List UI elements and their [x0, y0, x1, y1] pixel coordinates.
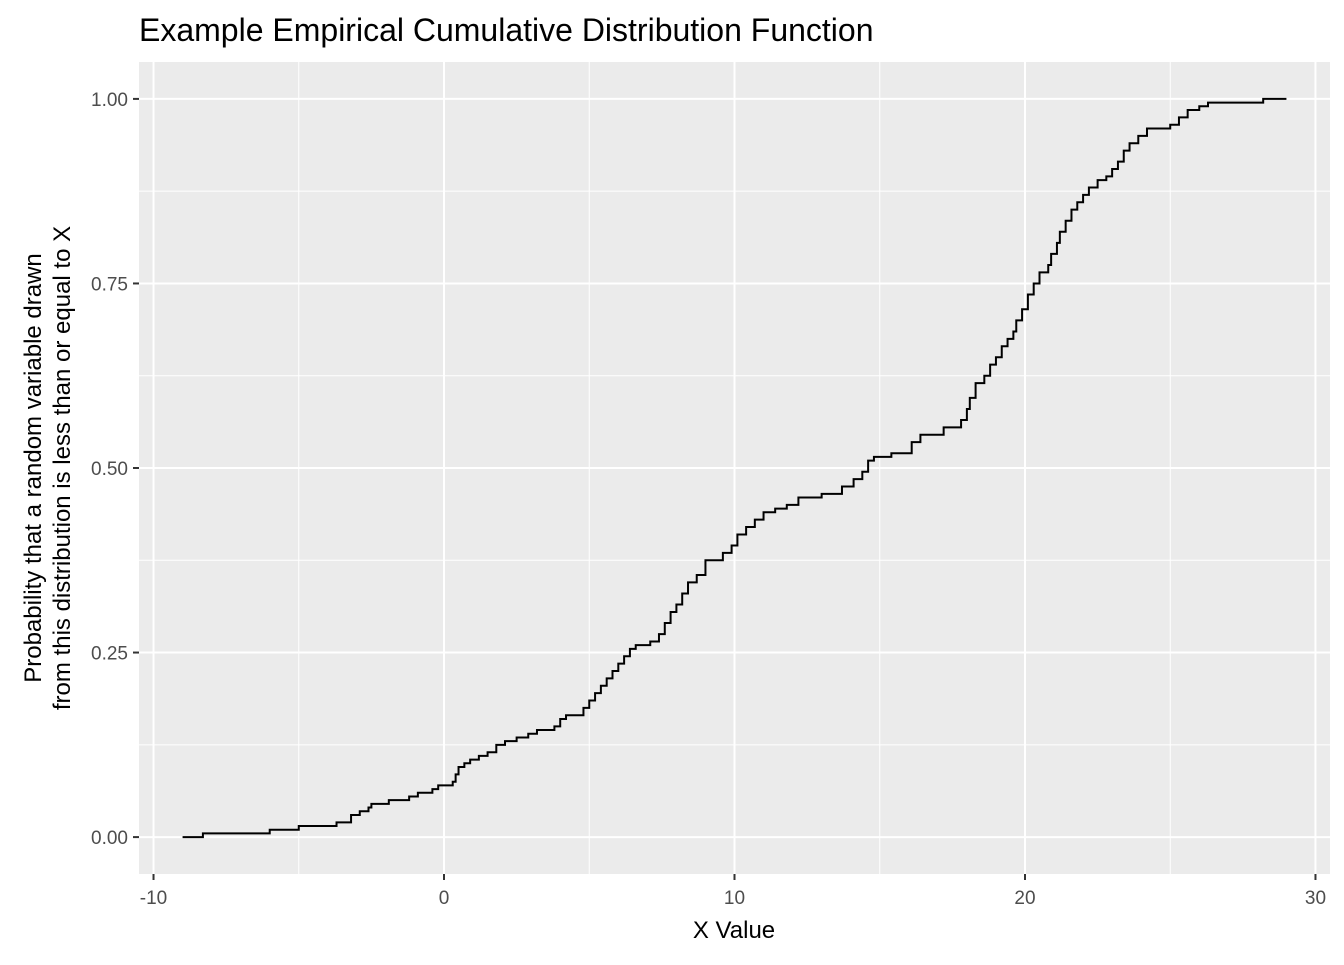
series-layer — [182, 97, 1287, 839]
y-tick-label: 0.50 — [91, 459, 128, 480]
chart-title: Example Empirical Cumulative Distributio… — [139, 12, 874, 48]
y-axis: 0.00 0.25 0.50 0.75 1.00 — [91, 90, 139, 849]
x-tick-label: 0 — [439, 888, 450, 909]
x-axis: -10 0 10 20 30 — [140, 874, 1326, 909]
x-axis-label: X Value — [693, 917, 775, 944]
x-tick-label: -10 — [140, 888, 167, 909]
y-tick-label: 0.00 — [91, 828, 128, 849]
x-tick-label: 10 — [724, 888, 745, 909]
x-tick-label: 30 — [1305, 888, 1326, 909]
y-axis-label-line-2: from this distribution is less than or e… — [49, 226, 76, 710]
ecdf-step-line-0 — [182, 97, 1287, 839]
y-tick-label: 1.00 — [91, 90, 128, 111]
grid-major — [139, 62, 1330, 874]
x-tick-label: 20 — [1014, 888, 1035, 909]
y-axis-label-line-1: Probability that a random variable drawn — [20, 253, 47, 683]
y-tick-label: 0.75 — [91, 274, 128, 295]
y-axis-label: Probability that a random variable drawn… — [20, 226, 76, 710]
y-tick-label: 0.25 — [91, 644, 128, 665]
